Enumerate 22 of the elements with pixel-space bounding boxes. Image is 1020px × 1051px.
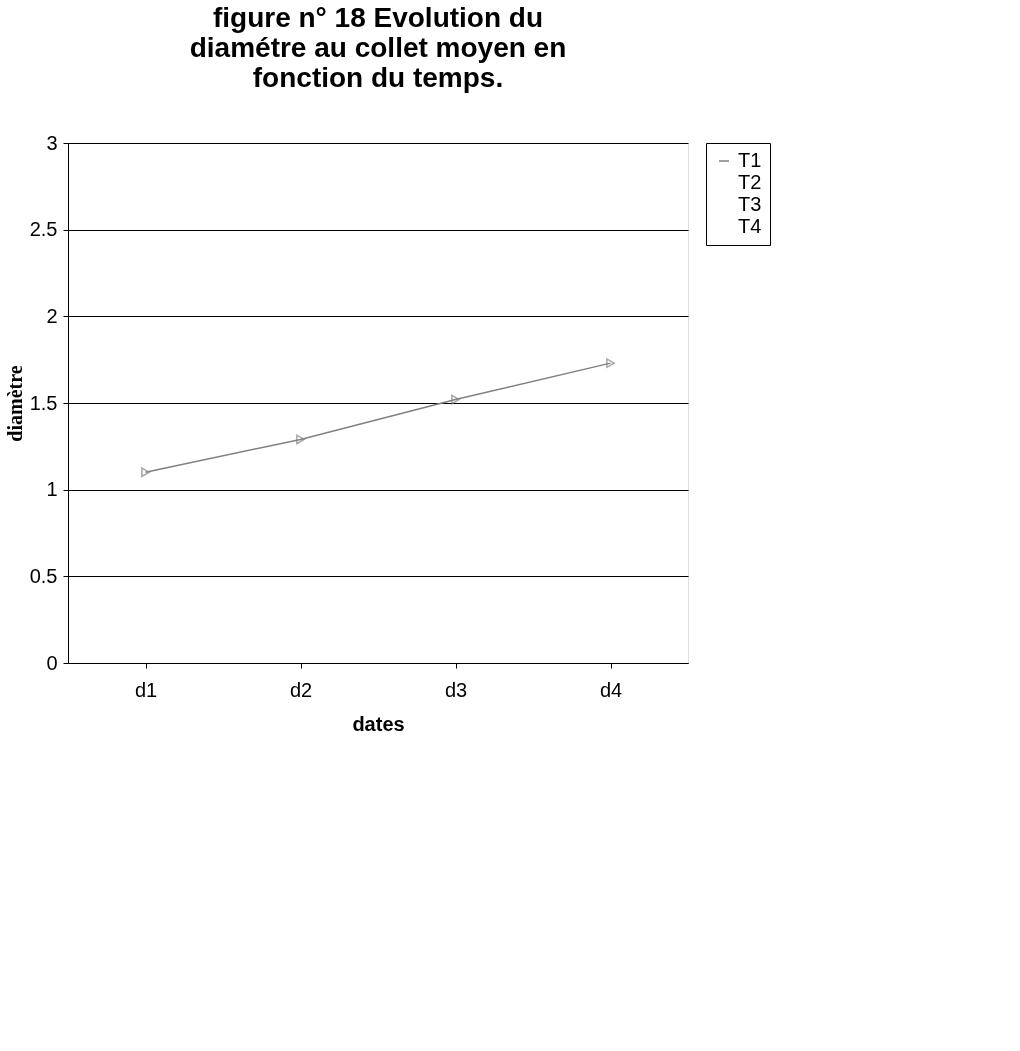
point: [296, 434, 305, 445]
y-tick-label: 2: [46, 304, 58, 327]
x-tick-label: d2: [289, 678, 313, 701]
y-axis-title: diamètre: [3, 365, 26, 442]
x-tick-label: d4: [599, 678, 623, 701]
y-tick-label: 3: [46, 131, 58, 154]
point: [606, 358, 615, 369]
x-tick-label: d3: [444, 678, 468, 701]
y-tick-label: 0: [46, 651, 58, 674]
text: T2: [738, 171, 762, 193]
y-tick-label: 0.5: [29, 564, 58, 587]
y-tick-label: 1: [46, 478, 58, 501]
legend-label: T1: [738, 149, 762, 171]
y-tick-label: 1.5: [29, 391, 58, 414]
x-axis-title: dates: [352, 712, 405, 735]
y-tick-label: 2.5: [29, 218, 58, 241]
point: [141, 467, 150, 478]
x-tick-label: d1: [134, 678, 158, 701]
point: [451, 394, 460, 405]
text: T4: [738, 215, 762, 237]
chart-title: figure n° 18 Evolution du diamétre au collet moyen en fonction du temps.: [189, 2, 567, 93]
text: T3: [738, 193, 762, 215]
